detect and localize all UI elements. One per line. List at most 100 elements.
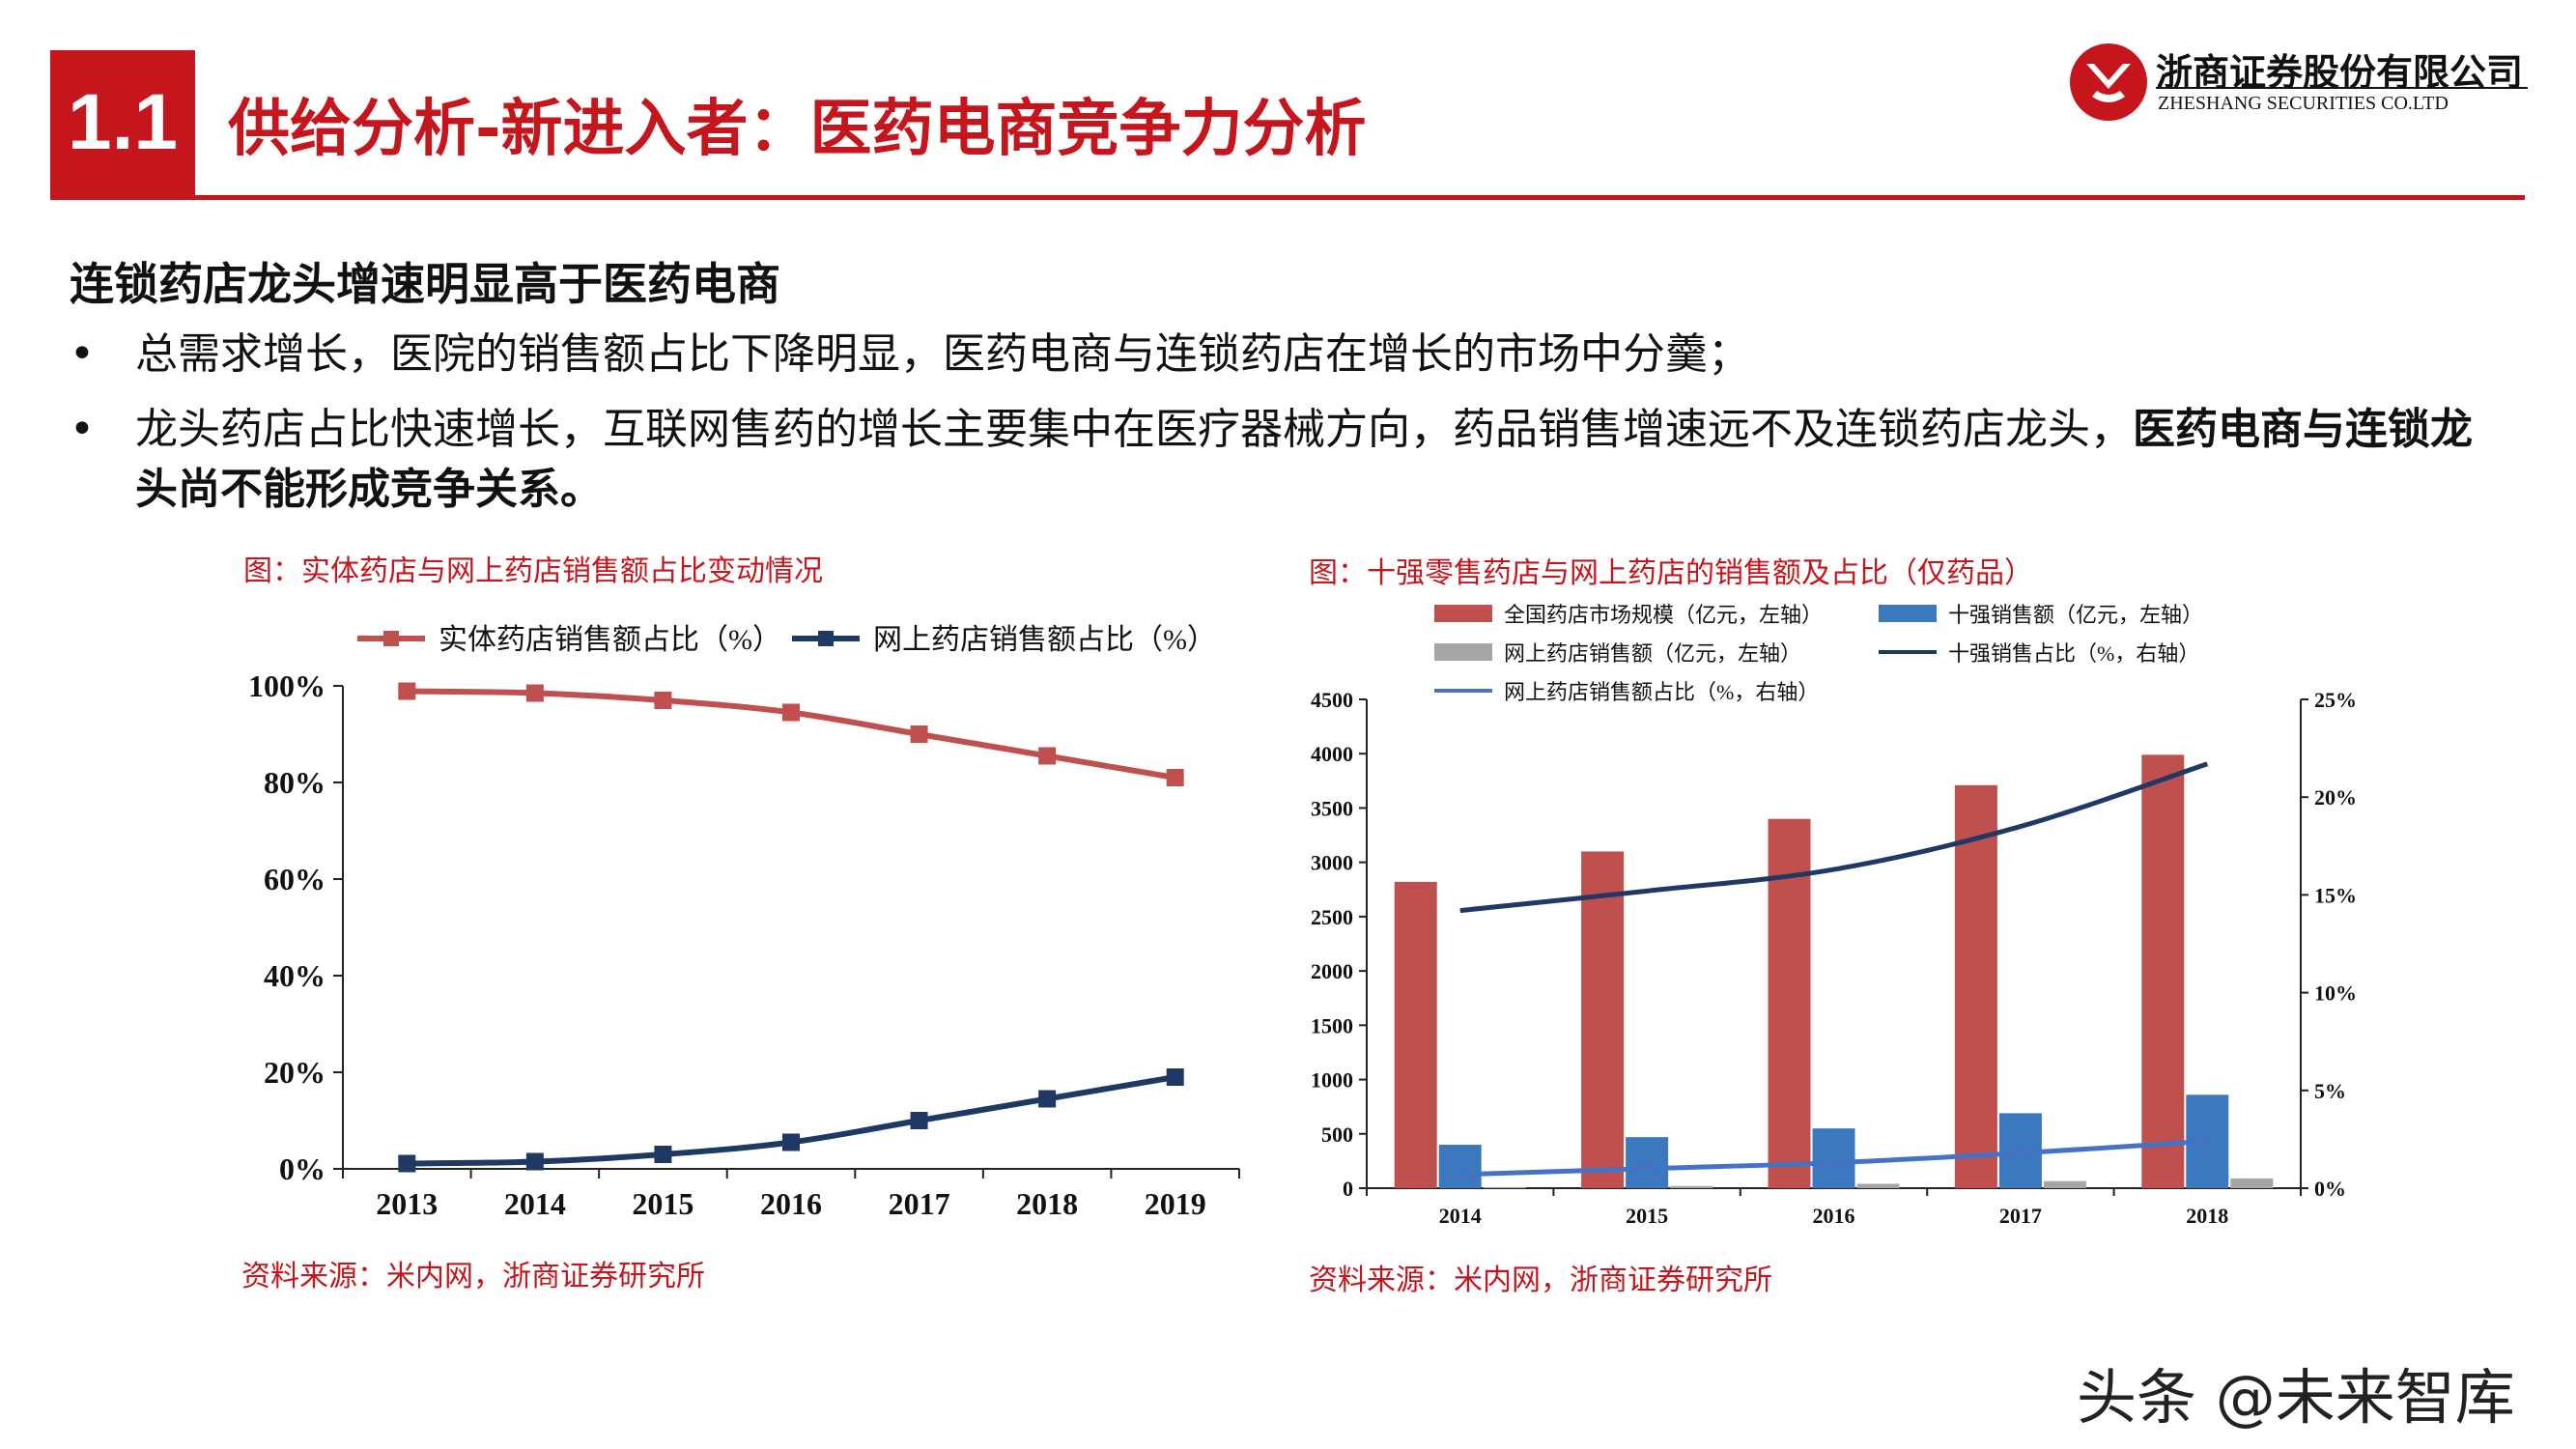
- data-point: [654, 692, 672, 709]
- logo-company-english: ZHESHANG SECURITIES CO.LTD: [2158, 93, 2449, 114]
- section-number-badge: 1.1: [50, 50, 195, 195]
- left-y-tick-label: 4000: [1311, 742, 1353, 766]
- x-tick-label: 2015: [1626, 1204, 1668, 1228]
- bullet-text-container: 龙头药店占比快速增长，互联网售药的增长主要集中在医疗器械方向，药品销售增速远不及…: [135, 400, 2511, 520]
- x-tick-label: 2016: [760, 1186, 822, 1221]
- right-y-tick-label: 20%: [2314, 785, 2357, 810]
- x-tick-label: 2014: [504, 1186, 566, 1221]
- bullet-item: • 龙头药店占比快速增长，互联网售药的增长主要集中在医疗器械方向，药品销售增速远…: [70, 400, 2523, 526]
- data-point: [398, 682, 416, 700]
- logo-divider: [2156, 87, 2528, 89]
- legend-label: 网上药店销售额占比（%）: [873, 624, 1216, 656]
- bar: [1812, 1128, 1855, 1188]
- bar: [2230, 1178, 2274, 1188]
- data-point: [525, 684, 544, 702]
- data-point: [1166, 769, 1184, 786]
- legend-marker: [818, 631, 834, 646]
- data-point: [782, 703, 800, 722]
- data-point: [782, 1133, 800, 1151]
- section-number: 1.1: [68, 78, 178, 166]
- bullet-text: 总需求增长，医院的销售额占比下降明显，医药电商与连锁药店在增长的市场中分羹；: [135, 329, 1750, 379]
- x-tick-label: 2013: [376, 1186, 438, 1221]
- x-tick-label: 2019: [1145, 1186, 1206, 1221]
- left-chart-source: 资料来源：米内网，浙商证券研究所: [241, 1260, 705, 1293]
- bullet-text: 龙头药店占比快速增长，互联网售药的增长主要集中在医疗器械方向，药品销售增速远不及…: [135, 405, 2133, 454]
- data-point: [910, 725, 928, 743]
- legend-marker: [383, 631, 399, 646]
- section-heading: 连锁药店龙头增速明显高于医药电商: [70, 258, 780, 310]
- right-y-tick-label: 15%: [2314, 883, 2357, 907]
- bar: [1954, 784, 1997, 1188]
- y-tick-label: 0%: [279, 1151, 326, 1186]
- left-y-tick-label: 1500: [1311, 1013, 1353, 1037]
- bar: [1581, 851, 1625, 1188]
- x-tick-label: 2015: [632, 1186, 694, 1221]
- left-y-tick-label: 4500: [1311, 688, 1353, 712]
- bar: [1394, 881, 1437, 1188]
- left-y-tick-label: 3000: [1311, 851, 1353, 875]
- logo-company-name: 浙商证券股份有限公司: [2156, 51, 2524, 94]
- right-combo-chart: 全国药店市场规模（亿元，左轴） 十强销售额（亿元，左轴） 网上药店销售额（亿元，左轴…: [1311, 603, 2357, 1228]
- x-tick-label: 2016: [1813, 1204, 1855, 1228]
- watermark: 头条 @未来智库: [2077, 1362, 2515, 1433]
- legend-label: 十强销售额（亿元，左轴）: [1948, 603, 2203, 627]
- y-tick-label: 80%: [264, 765, 326, 800]
- bar: [1768, 818, 1811, 1188]
- data-point: [398, 1154, 416, 1173]
- series-line: [1459, 1138, 2208, 1178]
- bar: [1670, 1185, 1713, 1188]
- y-tick-label: 60%: [264, 862, 326, 896]
- series-line: [1459, 761, 2209, 914]
- y-tick-label: 20%: [264, 1055, 326, 1090]
- legend-label: 实体药店销售额占比（%）: [439, 624, 781, 656]
- legend-swatch: [1434, 643, 1492, 661]
- legend-label: 全国药店市场规模（亿元，左轴）: [1504, 603, 1823, 627]
- y-tick-label: 40%: [264, 958, 326, 993]
- x-tick-label: 2017: [889, 1186, 950, 1221]
- left-y-tick-label: 1000: [1311, 1068, 1353, 1093]
- data-point: [654, 1146, 672, 1163]
- right-y-tick-label: 0%: [2314, 1177, 2346, 1201]
- data-point: [1038, 747, 1057, 765]
- left-y-tick-label: 500: [1321, 1122, 1353, 1147]
- right-y-tick-label: 25%: [2314, 688, 2357, 712]
- right-chart-source: 资料来源：米内网，浙商证券研究所: [1309, 1264, 1772, 1297]
- page-title: 供给分析-新进入者：医药电商竞争力分析: [228, 94, 1367, 165]
- data-point: [910, 1112, 928, 1129]
- bar: [2043, 1180, 2086, 1188]
- bar: [1438, 1145, 1482, 1188]
- bar: [1626, 1137, 1669, 1188]
- x-tick-label: 2014: [1439, 1204, 1482, 1228]
- bullet-dot: •: [70, 329, 95, 379]
- legend-label: 网上药店销售额（亿元，左轴）: [1504, 641, 1801, 666]
- left-y-tick-label: 0: [1343, 1177, 1353, 1201]
- left-y-tick-label: 2500: [1311, 905, 1353, 929]
- right-y-tick-label: 5%: [2314, 1079, 2346, 1103]
- x-tick-label: 2018: [1016, 1186, 1078, 1221]
- data-point: [1038, 1090, 1057, 1108]
- right-chart-caption: 图：十强零售药店与网上药店的销售额及占比（仅药品）: [1309, 556, 2033, 590]
- legend-swatch: [1434, 605, 1492, 622]
- data-point: [1166, 1068, 1184, 1086]
- left-y-tick-label: 2000: [1311, 959, 1353, 983]
- y-tick-label: 100%: [248, 668, 326, 703]
- bar: [2141, 754, 2185, 1188]
- bar: [1856, 1183, 1900, 1188]
- x-tick-label: 2017: [1999, 1204, 2042, 1228]
- legend-label: 网上药店销售额占比（%，右轴）: [1504, 680, 1819, 704]
- bullet-text-emphasis: 医药电商与连锁龙头尚不能形成竞争关系。: [135, 405, 2473, 514]
- right-y-tick-label: 10%: [2314, 981, 2357, 1006]
- bullet-item: • 总需求增长，医院的销售额占比下降明显，医药电商与连锁药店在增长的市场中分羹；: [70, 325, 2523, 384]
- x-tick-label: 2018: [2186, 1204, 2228, 1228]
- bar: [1483, 1186, 1526, 1188]
- left-line-chart: 实体药店销售额占比（%） 网上药店销售额占比（%） 0% 20% 40% 60% 80% 10…: [248, 624, 1240, 1221]
- header-divider: [50, 195, 2525, 200]
- legend-swatch: [1879, 605, 1937, 622]
- data-point: [525, 1152, 544, 1171]
- left-y-tick-label: 3500: [1311, 796, 1353, 820]
- bullet-dot: •: [70, 405, 95, 454]
- company-logo: 浙商证券股份有限公司 ZHESHANG SECURITIES CO.LTD: [2067, 39, 2531, 126]
- zheshang-logo-icon: [2070, 43, 2147, 121]
- left-chart-caption: 图：实体药店与网上药店销售额占比变动情况: [243, 554, 823, 588]
- legend-label: 十强销售占比（%，右轴）: [1948, 641, 2199, 666]
